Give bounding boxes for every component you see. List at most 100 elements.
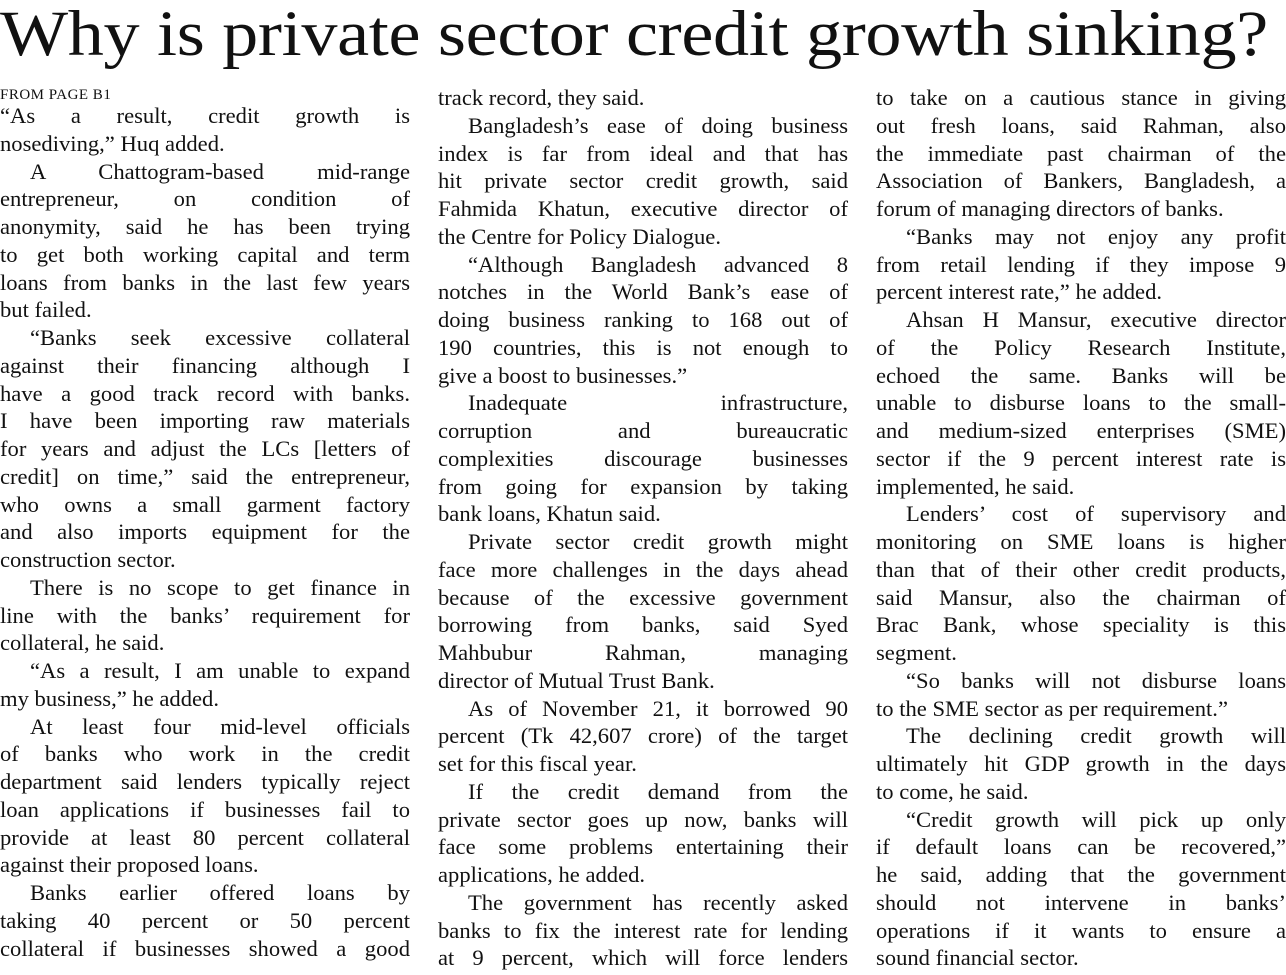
text-line: “As a result, credit growth is <box>0 103 410 128</box>
text-line: credit] on time,” said the entrepreneur, <box>0 463 410 489</box>
paragraph: Inadequate infrastructure, corruption and… <box>438 389 848 528</box>
text-line: 190 countries, this is not enough to <box>438 334 848 360</box>
text-line: entrepreneur, on condition of <box>0 186 410 212</box>
text-line: from going for expansion by taking <box>438 473 848 499</box>
text-line: notches in the World Bank’s ease of <box>438 279 848 305</box>
text-line: applications, he added. <box>438 862 646 887</box>
text-line: unable to disburse loans to the small- <box>876 390 1286 416</box>
text-line: collateral, he said. <box>0 630 165 656</box>
text-line: “Banks may not enjoy any profit <box>906 223 1286 249</box>
text-line: complexities discourage businesses <box>438 445 848 471</box>
text-line: and also imports equipment for the <box>0 519 410 545</box>
text-line: but failed. <box>0 297 92 323</box>
paragraph: to take on a cautious stance in giving ou… <box>876 84 1286 223</box>
text-line: percent (Tk 42,607 crore) of the target <box>438 723 848 749</box>
paragraph: Private sector credit growth might face m… <box>438 528 848 695</box>
text-line: monitoring on SME loans is higher <box>876 529 1286 554</box>
text-line: There is no scope to get finance in <box>30 574 410 600</box>
paragraph: Ahsan H Mansur, executive director of the… <box>876 306 1286 500</box>
text-line: banks to fix the interest rate for lendi… <box>438 917 848 943</box>
paragraph: “Credit growth will pick up only if defau… <box>876 806 1286 973</box>
text-line: Banks earlier offered loans by <box>30 880 410 905</box>
text-line: taking 40 percent or 50 percent <box>0 907 410 933</box>
text-line: set for this fiscal year. <box>438 751 637 776</box>
article-column-2: track record, they said. Bangladesh’s eas… <box>438 84 848 972</box>
text-line: “Banks seek excessive collateral <box>30 325 410 350</box>
text-line: bank loans, Khatun said. <box>438 501 661 527</box>
text-line: anonymity, said he has been trying <box>0 214 410 239</box>
paragraph: The government has recently asked banks t… <box>438 889 848 972</box>
text-line: “So banks will not disburse loans <box>906 667 1286 693</box>
text-line: borrowing from banks, said Syed <box>438 612 848 638</box>
text-line: forum of managing directors of banks. <box>876 196 1224 221</box>
text-line: The declining credit growth will <box>906 723 1286 749</box>
text-line: to get both working capital and term <box>0 241 410 267</box>
text-line: of the Policy Research Institute, <box>876 334 1286 360</box>
text-line: “As a result, I am unable to expand <box>30 658 410 683</box>
text-line: If the credit demand from the <box>468 778 848 804</box>
text-line: to come, he said. <box>876 778 1029 804</box>
text-line: Brac Bank, whose speciality is this <box>876 612 1286 638</box>
text-line: director of Mutual Trust Bank. <box>438 667 715 693</box>
text-line: Lenders’ cost of supervisory and <box>906 501 1286 527</box>
text-line: The government has recently asked <box>468 889 848 915</box>
paragraph: The declining credit growth will ultimate… <box>876 722 1286 805</box>
article-column-1: FROM PAGE B1 “As a result, credit growth… <box>0 84 410 962</box>
text-line: hit private sector credit growth, said <box>438 168 848 194</box>
text-line: implemented, he said. <box>876 473 1075 499</box>
paragraph: “So banks will not disburse loans to the … <box>876 667 1286 723</box>
paragraph: Banks earlier offered loans by taking 40 … <box>0 879 410 962</box>
paragraph: If the credit demand from the private sec… <box>438 778 848 889</box>
text-line: he said, adding that the government <box>876 862 1286 887</box>
paragraph: At least four mid-level officials of bank… <box>0 713 410 880</box>
paragraph: “As a result, credit growth is nosediving… <box>0 102 410 158</box>
text-line: Ahsan H Mansur, executive director <box>906 307 1286 332</box>
text-line: Fahmida Khatun, executive director of <box>438 196 848 221</box>
text-line: operations if it wants to ensure a <box>876 917 1286 943</box>
paragraph: “Banks seek excessive collateral against … <box>0 324 410 574</box>
text-line: department said lenders typically reject <box>0 769 410 794</box>
text-line: index is far from ideal and that has <box>438 140 848 166</box>
article-column-3: to take on a cautious stance in giving ou… <box>876 84 1286 972</box>
text-line: “Although Bangladesh advanced 8 <box>468 251 848 277</box>
text-line: A Chattogram-based mid-range <box>30 158 410 184</box>
text-line: give a boost to businesses.” <box>438 362 688 388</box>
text-line: face more challenges in the days ahead <box>438 556 848 582</box>
text-line: the immediate past chairman of the <box>876 140 1286 166</box>
paragraph: “Although Bangladesh advanced 8 notches i… <box>438 251 848 390</box>
text-line: from retail lending if they impose 9 <box>876 251 1286 277</box>
text-line: doing business ranking to 168 out of <box>438 307 848 332</box>
text-line: construction sector. <box>0 547 176 572</box>
text-line: out fresh loans, said Rahman, also <box>876 112 1286 138</box>
paragraph: Bangladesh’s ease of doing business index… <box>438 112 848 251</box>
text-line: the Centre for Policy Dialogue. <box>438 223 721 249</box>
text-line: if default loans can be recovered,” <box>876 834 1286 860</box>
text-line: Inadequate infrastructure, <box>468 390 848 416</box>
text-line: Mahbubur Rahman, managing <box>438 640 848 665</box>
text-line: at 9 percent, which will force lenders <box>438 945 848 971</box>
text-line: echoed the same. Banks will be <box>876 362 1286 388</box>
text-line: Association of Bankers, Bangladesh, a <box>876 168 1286 194</box>
text-line: Bangladesh’s ease of doing business <box>468 112 848 138</box>
paragraph: A Chattogram-based mid-range entrepreneur… <box>0 158 410 325</box>
paragraph: “As a result, I am unable to expand my bu… <box>0 657 410 713</box>
headline: Why is private sector credit growth sink… <box>0 0 1268 70</box>
text-line: of banks who work in the credit <box>0 741 410 767</box>
text-line: At least four mid-level officials <box>30 713 410 739</box>
text-line: track record, they said. <box>438 85 645 110</box>
jump-line: FROM PAGE B1 <box>0 87 112 103</box>
text-line: “Credit growth will pick up only <box>906 806 1286 832</box>
paragraph: Lenders’ cost of supervisory and monitori… <box>876 500 1286 667</box>
text-line: against their financing although I <box>0 352 410 378</box>
text-line: face some problems entertaining their <box>438 834 848 860</box>
text-line: collateral if businesses showed a good <box>0 935 410 961</box>
text-line: who owns a small garment factory <box>0 491 410 517</box>
text-line: sound financial sector. <box>876 945 1079 971</box>
text-line: my business,” he added. <box>0 685 219 711</box>
text-line: line with the banks’ requirement for <box>0 602 410 628</box>
text-line: and medium-sized enterprises (SME) <box>876 418 1286 443</box>
text-line: private sector goes up now, banks will <box>438 806 848 832</box>
text-line: than that of their other credit products… <box>876 556 1286 582</box>
paragraph: “Banks may not enjoy any profit from reta… <box>876 223 1286 306</box>
paragraph: As of November 21, it borrowed 90 percent… <box>438 695 848 778</box>
